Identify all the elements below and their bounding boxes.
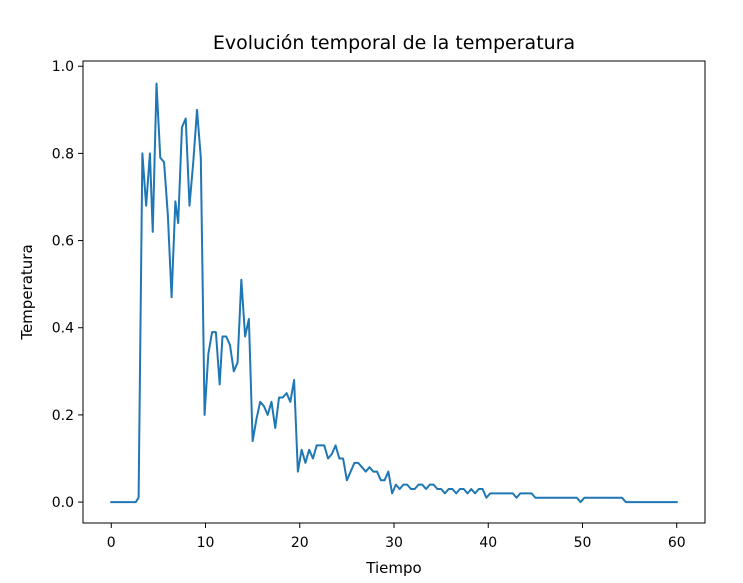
y-tick-label: 0.8 (52, 146, 74, 162)
x-tick-label: 40 (479, 535, 497, 551)
x-tick-label: 10 (197, 535, 215, 551)
x-tick-label: 30 (385, 535, 403, 551)
x-tick-label: 0 (107, 535, 116, 551)
y-tick-label: 0.0 (52, 495, 74, 511)
series-line (110, 82, 678, 504)
x-tick-label: 60 (668, 535, 686, 551)
y-axis-label: Temperatura (18, 244, 36, 340)
chart-title: Evolución temporal de la temperatura (213, 32, 575, 54)
y-axis: 0.0 0.2 0.4 0.6 0.8 1.0 (52, 59, 83, 511)
x-tick-label: 50 (574, 535, 592, 551)
plot-area (82, 60, 706, 524)
y-tick-label: 0.6 (52, 234, 74, 250)
x-axis-label: Tiempo (365, 559, 421, 577)
plot-frame (82, 60, 706, 524)
y-tick-label: 0.4 (52, 321, 74, 337)
x-axis: 0 10 20 30 40 50 60 (107, 523, 686, 551)
y-tick-label: 1.0 (52, 59, 74, 75)
y-tick-label: 0.2 (52, 408, 74, 424)
x-tick-label: 20 (291, 535, 309, 551)
